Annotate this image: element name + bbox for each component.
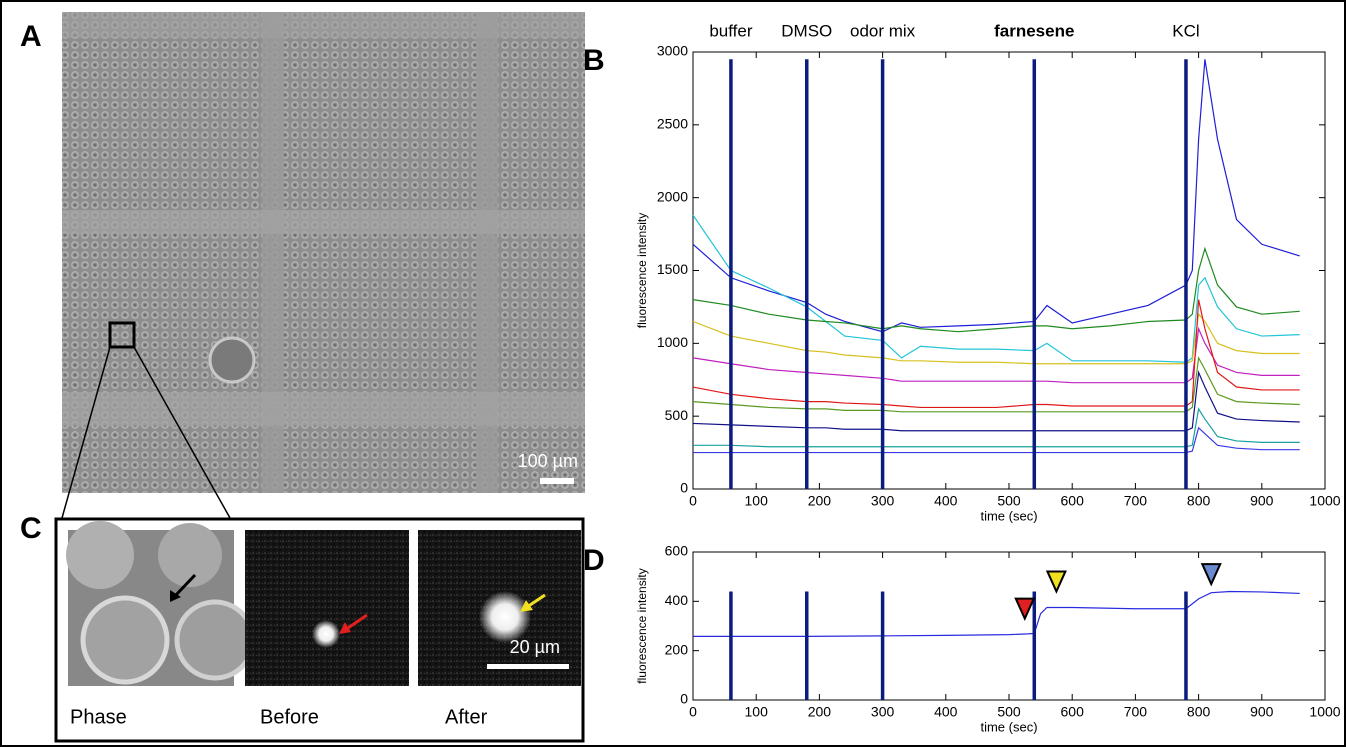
x-tick-label: 900 [1250,493,1274,509]
arrowhead-marker [1200,563,1222,587]
x-tick-label: 700 [1124,704,1148,720]
cell [174,599,256,681]
stimulus-label: farnesene [994,21,1074,40]
y-axis-label: fluorescence intensity [635,213,649,328]
x-axis-label: time (sec) [980,719,1037,734]
artifact [208,336,256,384]
x-tick-label: 0 [689,493,697,509]
scale-label: 100 µm [518,451,578,471]
cell [66,521,134,589]
x-tick-label: 700 [1124,493,1148,509]
x-tick-label: 800 [1187,704,1211,720]
panel-letter: A [20,20,42,53]
y-tick-label: 0 [680,691,688,707]
x-tick-label: 200 [808,493,832,509]
x-tick-label: 400 [934,704,958,720]
x-tick-label: 0 [689,704,697,720]
trace [692,355,1300,413]
x-tick-label: 200 [808,704,832,720]
plot-area [692,551,1326,701]
x-tick-label: 900 [1250,704,1274,720]
trace [692,299,1300,409]
y-tick-label: 400 [665,592,689,608]
y-tick-label: 2000 [657,188,688,204]
cell-signal [312,620,340,648]
y-tick-label: 200 [665,641,689,657]
zoom-line [61,346,111,519]
y-tick-label: 2500 [657,116,688,132]
x-tick-label: 600 [1061,493,1085,509]
panel-letter: D [583,544,605,577]
trace [692,59,1300,333]
x-tick-label: 1000 [1309,493,1340,509]
x-tick-label: 600 [1061,704,1085,720]
scale-bar [487,664,569,669]
scale-bar [540,478,574,484]
stimulus-label: KCl [1172,21,1199,40]
stimulus-label: buffer [709,21,753,40]
arrow [339,622,351,634]
trace [692,246,1300,333]
arrowhead-marker [1045,570,1067,594]
trace [692,214,1300,363]
x-tick-label: 300 [871,704,895,720]
arrow [173,573,197,598]
channel [262,12,284,493]
x-tick-label: 500 [997,704,1021,720]
cell-signal [479,591,531,643]
before-image [245,530,409,686]
arrow [520,600,533,612]
arrowhead-marker [1014,597,1036,622]
channel [62,210,585,234]
panel-letter: B [583,44,605,77]
y-tick-label: 0 [680,480,688,496]
image-label: Before [260,706,319,728]
trace [692,312,1300,365]
zoom-box [108,321,136,349]
image-label: Phase [70,706,127,728]
x-tick-label: 500 [997,493,1021,509]
zoom-line [133,346,231,519]
cell [80,595,170,685]
x-tick-label: 800 [1187,493,1211,509]
trace [692,326,1300,384]
panel-c: C 20 µm Phase Before After [20,512,585,743]
cell [158,523,222,587]
arrow [526,593,546,609]
channel [476,12,498,493]
arrow [344,613,368,632]
x-axis-label: time (sec) [980,508,1037,523]
stimulus-label: odor mix [850,21,916,40]
plot-area [692,51,1326,490]
panel-letter: C [20,512,42,545]
x-tick-label: 100 [745,493,769,509]
arrow [170,590,181,602]
x-tick-label: 1000 [1309,704,1340,720]
channel [62,12,585,38]
y-tick-label: 600 [665,543,689,559]
y-tick-label: 3000 [657,43,688,59]
y-axis-label: fluorescence intensity [635,568,649,683]
panel-a: 100 µm A [20,12,585,519]
scale-label: 20 µm [510,637,560,657]
y-tick-label: 1000 [657,334,688,350]
trace [693,426,1300,454]
x-tick-label: 300 [871,493,895,509]
y-tick-label: 1500 [657,261,688,277]
stimulus-label: DMSO [781,21,832,40]
trace [692,370,1300,432]
image-label: After [445,706,488,728]
x-tick-label: 100 [745,704,769,720]
x-tick-label: 400 [934,493,958,509]
channel [62,392,585,426]
y-tick-label: 500 [665,407,689,423]
trace [693,407,1300,448]
